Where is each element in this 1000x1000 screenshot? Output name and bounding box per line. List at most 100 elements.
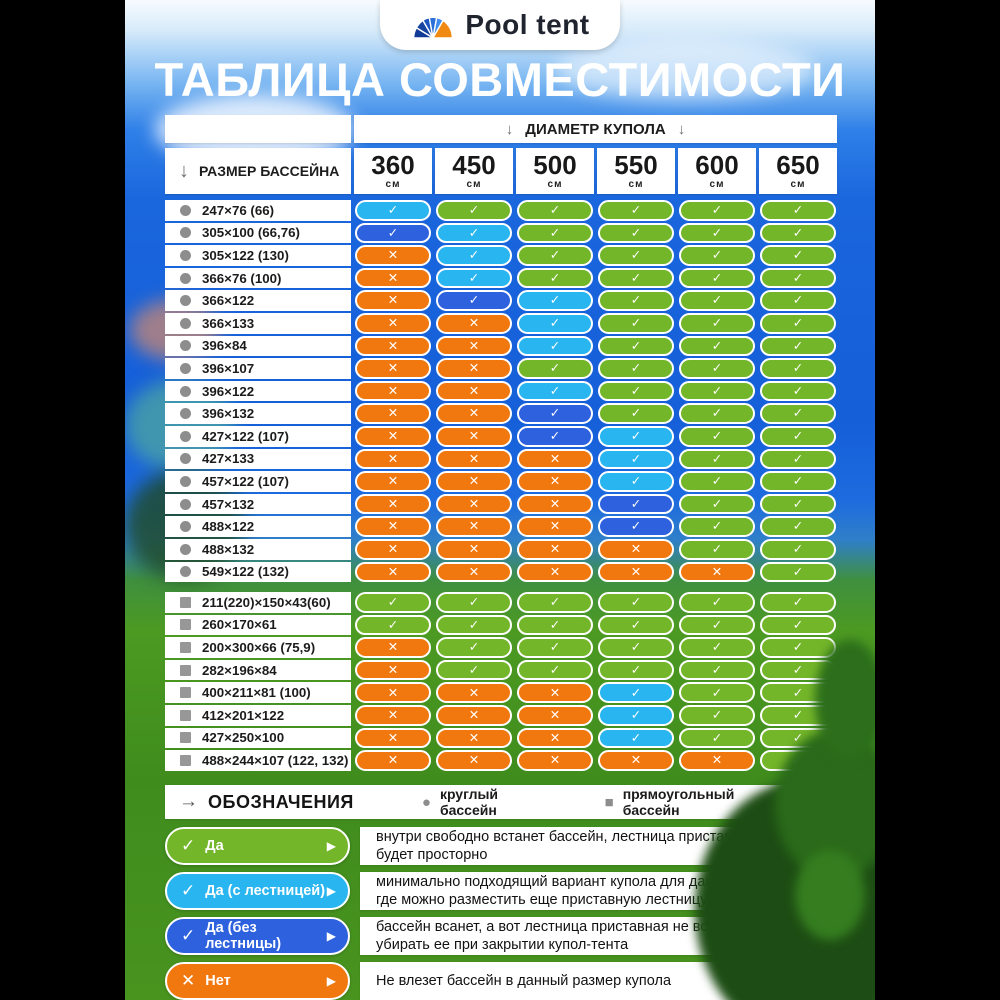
status-pill-yes: ✓ — [760, 682, 836, 704]
status-pill-yes: ✓ — [679, 727, 755, 749]
legend-description: минимально подходящий вариант купола для… — [360, 872, 837, 910]
status-pill-no: ✕ — [355, 727, 431, 749]
status-pill-yes: ✓ — [760, 335, 836, 357]
table-row: 396×84 ✕ ✕ ✓ ✓ ✓ ✓ — [165, 335, 837, 357]
circle-icon: ● — [421, 793, 431, 811]
section-gap — [165, 584, 837, 592]
status-pill-no: ✕ — [436, 471, 512, 492]
status-pill-yes: ✓ — [760, 592, 836, 613]
right-black-bar — [875, 0, 1000, 1000]
pool-size-text: 211(220)×150×43(60) — [202, 594, 331, 610]
status-pill-yes_ladder: ✓ — [355, 200, 431, 221]
circle-icon — [180, 249, 191, 261]
legend-row: ✕ Нет ▶ Не влезет бассейн в данный размер к… — [165, 962, 837, 1000]
pool-tent-fan-icon — [413, 16, 454, 39]
status-pill-no: ✕ — [517, 682, 593, 704]
status-pill-yes: ✓ — [760, 312, 836, 334]
dome-diameter-label: ДИАМЕТР КУПОЛА — [525, 120, 666, 138]
status-pill-yes_ladder: ✓ — [436, 267, 512, 289]
status-pill-no: ✕ — [355, 659, 431, 681]
table-row: 305×100 (66,76) ✓ ✓ ✓ ✓ ✓ ✓ — [165, 222, 837, 244]
status-pill-no: ✕ — [436, 561, 512, 583]
circle-icon — [180, 453, 191, 465]
pool-size-row-label: 211(220)×150×43(60) — [165, 592, 351, 613]
square-icon — [180, 664, 191, 676]
column-size-value: 550 — [614, 150, 658, 180]
status-pill-yes: ✓ — [598, 222, 674, 244]
status-pill-yes: ✓ — [598, 312, 674, 334]
logo: Pool tent — [380, 0, 620, 50]
table-row: 488×132 ✕ ✕ ✕ ✕ ✓ ✓ — [165, 538, 837, 560]
circle-icon — [180, 317, 191, 329]
triangle-right-icon: ▶ — [326, 929, 336, 943]
table-row: 549×122 (132) ✕ ✕ ✕ ✕ ✕ ✓ — [165, 561, 837, 583]
table-row: 412×201×122 ✕ ✕ ✕ ✓ ✓ ✓ — [165, 705, 837, 726]
status-pill-no: ✕ — [517, 516, 593, 537]
status-pill-yes: ✓ — [679, 335, 755, 357]
status-pill-yes_ladder: ✓ — [598, 471, 674, 492]
status-pill-no: ✕ — [355, 682, 431, 704]
square-icon — [180, 755, 191, 767]
status-pill-yes: ✓ — [598, 380, 674, 402]
status-pill-yes: ✓ — [679, 538, 755, 560]
pool-size-row-label: 488×122 — [165, 516, 351, 537]
status-pill-yes: ✓ — [760, 245, 836, 266]
column-size-unit: см — [466, 179, 482, 190]
pool-size-text: 396×122 — [202, 383, 255, 399]
pool-size-row-label: 366×122 — [165, 290, 351, 311]
table-row: 366×122 ✕ ✓ ✓ ✓ ✓ ✓ — [165, 290, 837, 311]
check-icon: ✓ — [181, 836, 196, 855]
status-pill-yes: ✓ — [760, 727, 836, 749]
pool-size-text: 427×122 (107) — [202, 428, 289, 444]
legend-row: ✓ Да (без лестницы) ▶ бассейн всанет, а вот… — [165, 917, 837, 955]
pool-size-text: 260×170×61 — [202, 617, 277, 633]
circle-icon — [180, 498, 191, 510]
status-pill-yes_ladder: ✓ — [598, 682, 674, 704]
status-pill-yes: ✓ — [598, 267, 674, 289]
column-size-unit: см — [709, 179, 725, 190]
status-pill-yes: ✓ — [679, 403, 755, 424]
pool-size-row-label: 427×122 (107) — [165, 425, 351, 447]
square-icon — [180, 709, 191, 721]
status-pill-yes_ladder: ✓ — [436, 245, 512, 266]
status-pill-no: ✕ — [517, 705, 593, 726]
table-row: 427×250×100 ✕ ✕ ✕ ✓ ✓ ✓ — [165, 727, 837, 749]
circle-icon — [180, 227, 191, 239]
table-row: 427×133 ✕ ✕ ✕ ✓ ✓ ✓ — [165, 448, 837, 470]
table-row: 247×76 (66) ✓ ✓ ✓ ✓ ✓ ✓ — [165, 200, 837, 221]
check-icon: ✓ — [181, 881, 196, 900]
pool-size-row-label: 396×84 — [165, 335, 351, 357]
pool-size-text: 457×132 — [202, 496, 255, 512]
status-pill-no: ✕ — [436, 358, 512, 379]
table-row: 282×196×84 ✕ ✓ ✓ ✓ ✓ ✓ — [165, 659, 837, 681]
pool-size-row-label: 457×122 (107) — [165, 471, 351, 492]
status-pill-no: ✕ — [517, 727, 593, 749]
status-pill-yes: ✓ — [760, 493, 836, 515]
legend-items: ✓ Да ▶ внутри свободно встанет бассейн, лес… — [165, 827, 837, 1000]
status-pill-no: ✕ — [355, 403, 431, 424]
status-pill-no: ✕ — [517, 471, 593, 492]
pool-size-text: 427×133 — [202, 451, 255, 467]
triangle-right-icon: ▶ — [326, 884, 336, 898]
status-pill-no: ✕ — [517, 561, 593, 583]
status-pill-yes_ladder: ✓ — [517, 335, 593, 357]
status-pill-yes: ✓ — [679, 380, 755, 402]
status-pill-yes: ✓ — [760, 425, 836, 447]
status-pill-no: ✕ — [355, 448, 431, 470]
status-pill-yes: ✓ — [517, 222, 593, 244]
pool-size-row-label: 247×76 (66) — [165, 200, 351, 221]
status-pill-yes: ✓ — [598, 403, 674, 424]
status-pill-yes_no_ladder: ✓ — [517, 403, 593, 424]
status-pill-yes: ✓ — [679, 200, 755, 221]
status-pill-yes: ✓ — [760, 538, 836, 560]
status-pill-yes: ✓ — [436, 592, 512, 613]
status-pill-yes: ✓ — [517, 245, 593, 266]
status-pill-yes_no_ladder: ✓ — [598, 493, 674, 515]
column-size-value: 360 — [371, 150, 415, 180]
status-pill-yes: ✓ — [679, 222, 755, 244]
status-pill-yes: ✓ — [679, 358, 755, 379]
triangle-right-icon: ▶ — [326, 974, 336, 988]
circle-icon — [180, 430, 191, 442]
circle-icon — [180, 340, 191, 352]
